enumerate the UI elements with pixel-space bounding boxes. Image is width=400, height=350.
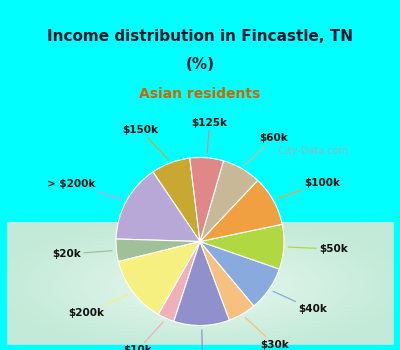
Text: $200k: $200k: [69, 294, 129, 318]
Text: City-Data.com: City-Data.com: [272, 146, 348, 155]
Text: $50k: $50k: [288, 244, 348, 254]
Text: Asian residents: Asian residents: [139, 88, 261, 102]
Text: > $200k: > $200k: [47, 179, 122, 199]
Text: $75k: $75k: [188, 330, 217, 350]
Wedge shape: [190, 158, 224, 241]
Bar: [0, 345, 400, 350]
Bar: [394, 222, 400, 350]
Wedge shape: [200, 224, 284, 269]
Text: $10k: $10k: [123, 322, 163, 350]
Wedge shape: [118, 241, 200, 314]
Text: $60k: $60k: [244, 133, 288, 165]
Text: (%): (%): [186, 57, 214, 72]
Bar: [0, 222, 6, 350]
Wedge shape: [200, 241, 279, 306]
Text: Income distribution in Fincastle, TN: Income distribution in Fincastle, TN: [47, 29, 353, 44]
Wedge shape: [116, 239, 200, 261]
Wedge shape: [116, 172, 200, 241]
Text: $40k: $40k: [273, 291, 327, 314]
Wedge shape: [174, 241, 230, 326]
Text: $20k: $20k: [53, 249, 112, 259]
Text: $100k: $100k: [277, 178, 340, 199]
Wedge shape: [158, 241, 200, 321]
Text: $150k: $150k: [122, 125, 168, 159]
Wedge shape: [153, 158, 200, 242]
Wedge shape: [200, 161, 258, 241]
Text: $30k: $30k: [245, 317, 289, 350]
Wedge shape: [200, 180, 282, 241]
Wedge shape: [200, 241, 254, 320]
Text: $125k: $125k: [192, 118, 228, 153]
